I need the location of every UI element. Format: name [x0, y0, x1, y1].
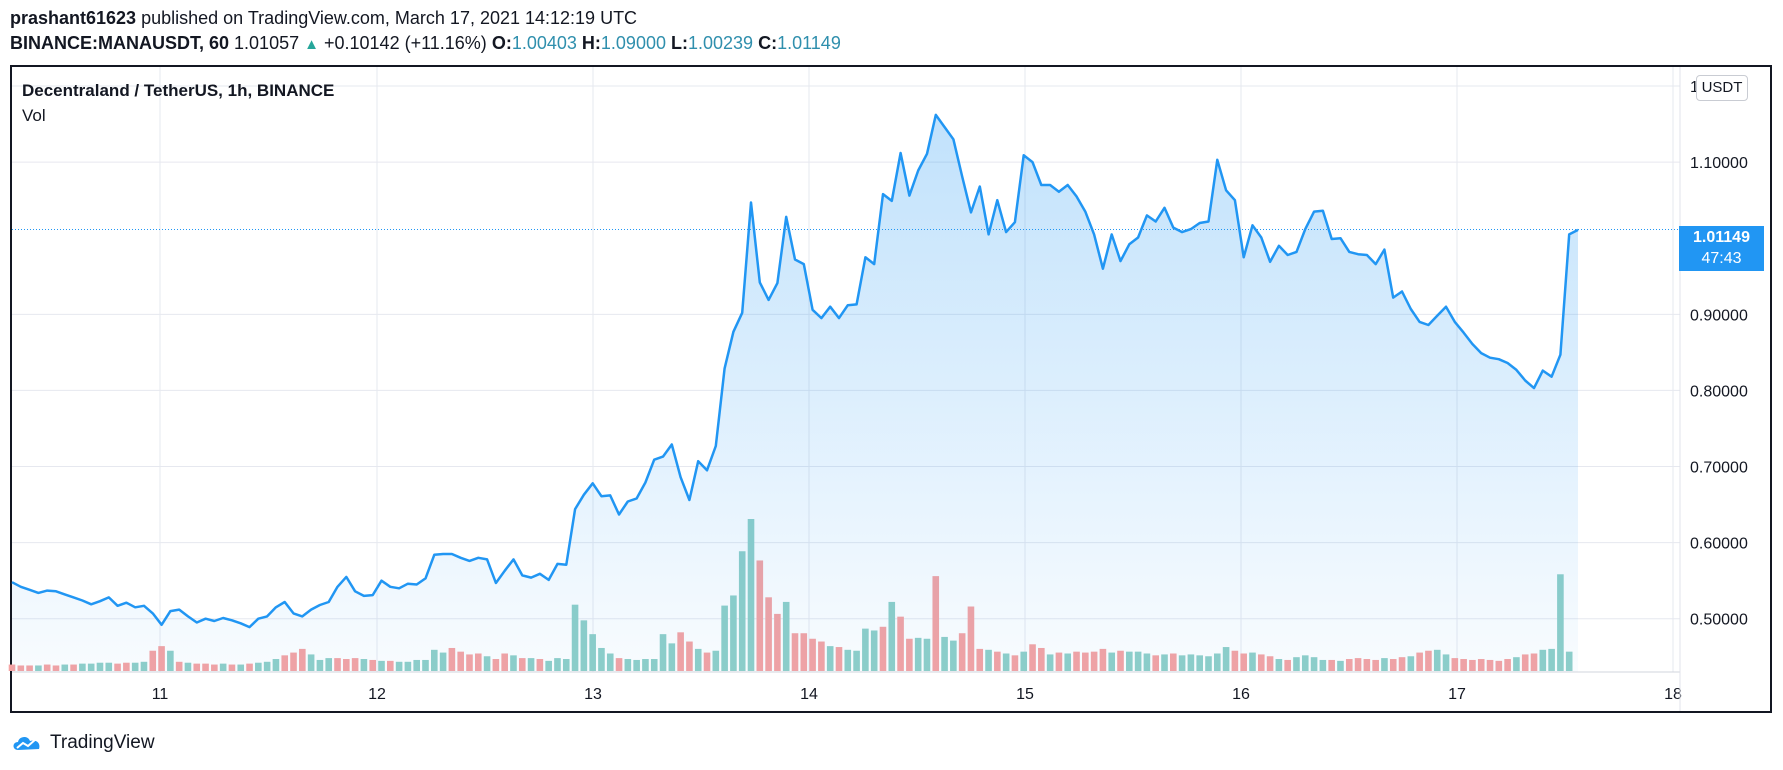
high-label: H:	[581, 33, 601, 53]
date-tick-label: 15	[1016, 686, 1034, 703]
open-label: O:	[491, 33, 512, 53]
price-tick-label: 0.50000	[1690, 612, 1748, 629]
price-tick-label: 0.80000	[1690, 383, 1748, 400]
up-arrow-icon: ▲	[304, 36, 319, 53]
price-area	[12, 114, 1578, 672]
low-label: L:	[671, 33, 688, 53]
date-tick-label: 13	[584, 686, 602, 703]
high-value: 1.09000	[600, 33, 666, 53]
publish-info: prashant61623 published on TradingView.c…	[10, 7, 637, 29]
date-tick-label: 14	[800, 686, 818, 703]
price-axis-labels: 1.200001.100000.900000.800000.700000.600…	[1690, 79, 1748, 629]
price-tick-label: 1.10000	[1690, 155, 1748, 172]
date-tick-label: 16	[1232, 686, 1250, 703]
symbol-summary: BINANCE:MANAUSDT, 60 1.01057 ▲ +0.10142 …	[10, 32, 841, 56]
close-value: 1.01149	[777, 33, 841, 53]
brand-name: TradingView	[50, 732, 155, 753]
published-text: published on TradingView.com, March 17, …	[141, 8, 638, 28]
cloud-logo-icon	[13, 736, 40, 750]
current-price-value: 1.01149	[1693, 229, 1750, 246]
symbol-label: BINANCE:MANAUSDT, 60	[10, 33, 230, 53]
open-value: 1.00403	[511, 33, 577, 53]
close-label: C:	[758, 33, 778, 53]
time-axis-labels: 11 12 13 14 15 16 17 18	[152, 686, 1682, 703]
chart-legend-title[interactable]: Decentraland / TetherUS, 1h, BINANCE	[22, 81, 335, 100]
date-tick-label: 17	[1448, 686, 1466, 703]
bar-countdown: 47:43	[1701, 250, 1742, 267]
last-price: 1.01057	[234, 33, 300, 53]
author-name[interactable]: prashant61623	[10, 8, 137, 28]
price-tick-label: 0.60000	[1690, 536, 1748, 553]
date-tick-label: 18	[1664, 686, 1682, 703]
volume-legend[interactable]: Vol	[22, 106, 46, 125]
price-tick-label: 0.70000	[1690, 460, 1748, 477]
date-tick-label: 12	[368, 686, 386, 703]
low-value: 1.00239	[688, 33, 754, 53]
price-tick-label: 0.90000	[1690, 307, 1748, 324]
price-line	[11, 113, 1579, 629]
date-tick-label: 11	[152, 686, 169, 703]
tradingview-logo[interactable]: TradingView	[10, 730, 155, 756]
price-change: +0.10142 (+11.16%)	[324, 33, 487, 53]
current-price-tag: 1.01149 47:43	[1679, 226, 1764, 271]
currency-unit-button[interactable]: USDT	[1696, 75, 1748, 101]
